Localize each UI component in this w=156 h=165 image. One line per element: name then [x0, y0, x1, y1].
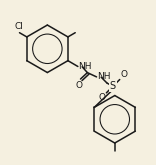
Text: O: O — [99, 93, 106, 102]
Text: O: O — [120, 70, 127, 79]
Text: S: S — [110, 81, 116, 91]
Text: Cl: Cl — [14, 22, 23, 32]
Text: O: O — [75, 81, 82, 90]
Text: NH: NH — [97, 72, 111, 81]
Text: NH: NH — [78, 62, 92, 71]
